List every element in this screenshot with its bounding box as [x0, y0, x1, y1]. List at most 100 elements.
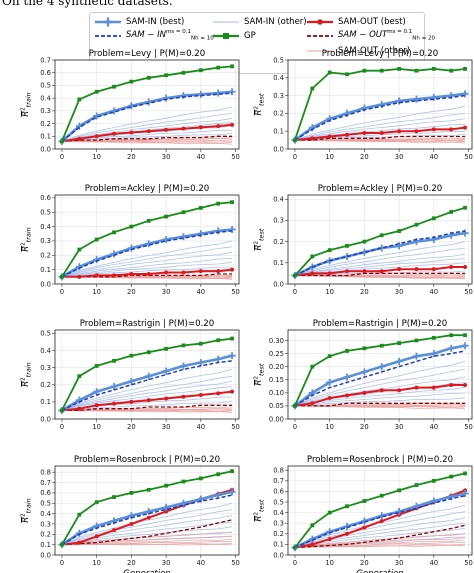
sam-out-best-point [181, 394, 186, 399]
x-tick-label: 30 [395, 559, 404, 567]
gp-point [216, 65, 221, 70]
gp-point [112, 358, 116, 363]
sam-in-nh-line [61, 92, 233, 142]
gp-point [230, 469, 234, 474]
y-tick-label: 0.6 [40, 69, 51, 77]
sam-in-best-point [378, 363, 386, 371]
sam-in-best-point [179, 362, 187, 370]
sam-in-best-point [127, 244, 135, 252]
sam-out-best-point [379, 519, 384, 524]
gp-point [431, 216, 436, 221]
sam-out-other-line [61, 531, 233, 546]
sam-in-other-line [294, 118, 466, 141]
sam-in-other-line [294, 392, 466, 407]
x-tick-label: 50 [464, 559, 473, 567]
chart-panel-4: 0.0 0.1 0.2 0.3 0.4 0 10 20 30 40 50 Problem=Ackley… [254, 184, 473, 296]
sam-in-best-point [228, 488, 236, 496]
y-tick-label: 0.3 [40, 364, 51, 372]
x-tick-label: 30 [162, 288, 171, 296]
sam-out-best-point [449, 382, 454, 387]
legend-swatch-sam-in-best [95, 17, 121, 26]
legend-label-sam-out-other: SAM-OUT (other) [338, 45, 411, 56]
legend-label-sam-out-best: SAM-OUT (best) [338, 16, 406, 27]
gp-point [414, 338, 419, 343]
sam-out-best-point [146, 398, 151, 403]
sam-out-other-line [294, 541, 466, 548]
gp-point [449, 68, 454, 73]
sam-in-best-point [214, 355, 222, 363]
sam-out-best-point [198, 393, 203, 398]
y-tick-label: 0.5 [273, 498, 284, 506]
gp-point [198, 206, 203, 210]
sam-out-best-point [362, 390, 367, 395]
gp-point [362, 346, 367, 351]
gp-point [77, 97, 82, 102]
sam-in-best-point [179, 92, 187, 100]
x-tick-label: 40 [196, 288, 205, 296]
sam-in-other-line [61, 502, 233, 546]
sam-out-best-point [431, 385, 436, 390]
sam-in-best-point [162, 367, 170, 375]
gp-point [431, 335, 436, 340]
axes-frame [287, 329, 473, 420]
y-tick-label: 0.4 [40, 223, 51, 231]
sam-in-other-line [294, 397, 466, 407]
x-tick-label: 50 [231, 288, 240, 296]
sam-in-other-line [294, 241, 466, 276]
y-tick-label: 0.1 [40, 266, 51, 274]
sam-out-best-point [198, 269, 203, 274]
sam-in-best-point [228, 225, 236, 233]
legend-swatch-sam-out-other [307, 50, 333, 51]
x-axis-label: Generation [356, 569, 403, 573]
y-tick-label: 0.5 [40, 209, 51, 217]
sam-out-best-point [164, 396, 169, 401]
chart-title: Problem=Levy | P(M)=0.20 [322, 49, 438, 59]
sam-out-best-point [397, 267, 402, 272]
gp-point [414, 68, 419, 73]
y-tick-label: 0.2 [40, 252, 51, 260]
gp-point [164, 483, 168, 488]
gp-point [94, 89, 99, 94]
x-tick-label: 20 [360, 153, 369, 161]
sam-out-best-point [164, 509, 169, 514]
y-tick-label: 0.8 [40, 469, 51, 477]
gp-point [164, 214, 168, 219]
sam-out-nh-line [61, 404, 233, 412]
sam-in-best-point [197, 90, 205, 98]
sam-in-other-line [61, 401, 233, 411]
gp-point [345, 72, 349, 77]
y-tick-label: 0.0 [273, 551, 284, 559]
chart-panel-5: 0.0 0.1 0.2 0.3 0.4 0.5 0 10 20 30 40 50 Problem=Ras… [21, 319, 240, 431]
sam-in-best-point [145, 98, 153, 106]
sam-out-best-point [94, 534, 99, 539]
y-tick-label: 0.2 [273, 238, 284, 246]
x-tick-label: 0 [293, 423, 297, 431]
legend-item-sam-out-other: SAM-OUT (other) [306, 44, 410, 57]
chart-panel-2: 0.0 0.1 0.2 0.3 0.4 0.5 0 10 20 30 40 50 Problem=Lev… [254, 49, 473, 161]
sam-out-best-point [112, 273, 117, 278]
x-axis-label: Generation [123, 569, 170, 573]
y-tick-label: 0.0 [273, 145, 284, 153]
sam-in-best-point [197, 230, 205, 238]
gp-point [293, 404, 297, 408]
axes-frame [54, 329, 240, 420]
gp-point [362, 239, 367, 244]
sam-in-best-point [228, 88, 236, 96]
gp-point [181, 343, 186, 348]
sam-out-best-point [310, 401, 315, 406]
sam-out-best-point [129, 130, 134, 135]
x-tick-label: 10 [325, 423, 334, 431]
gp-point [198, 341, 203, 346]
sam-out-best-point [327, 396, 332, 401]
axes-frame [54, 59, 240, 150]
gp-point [77, 512, 82, 517]
gp-point [181, 479, 186, 484]
x-tick-label: 40 [196, 423, 205, 431]
x-tick-label: 30 [395, 423, 404, 431]
gp-point [198, 68, 203, 73]
sam-in-best-point [412, 95, 420, 103]
y-tick-label: 0.3 [273, 92, 284, 100]
sam-out-best-point [379, 388, 384, 393]
sam-out-best-point [449, 127, 454, 132]
x-tick-label: 50 [231, 559, 240, 567]
